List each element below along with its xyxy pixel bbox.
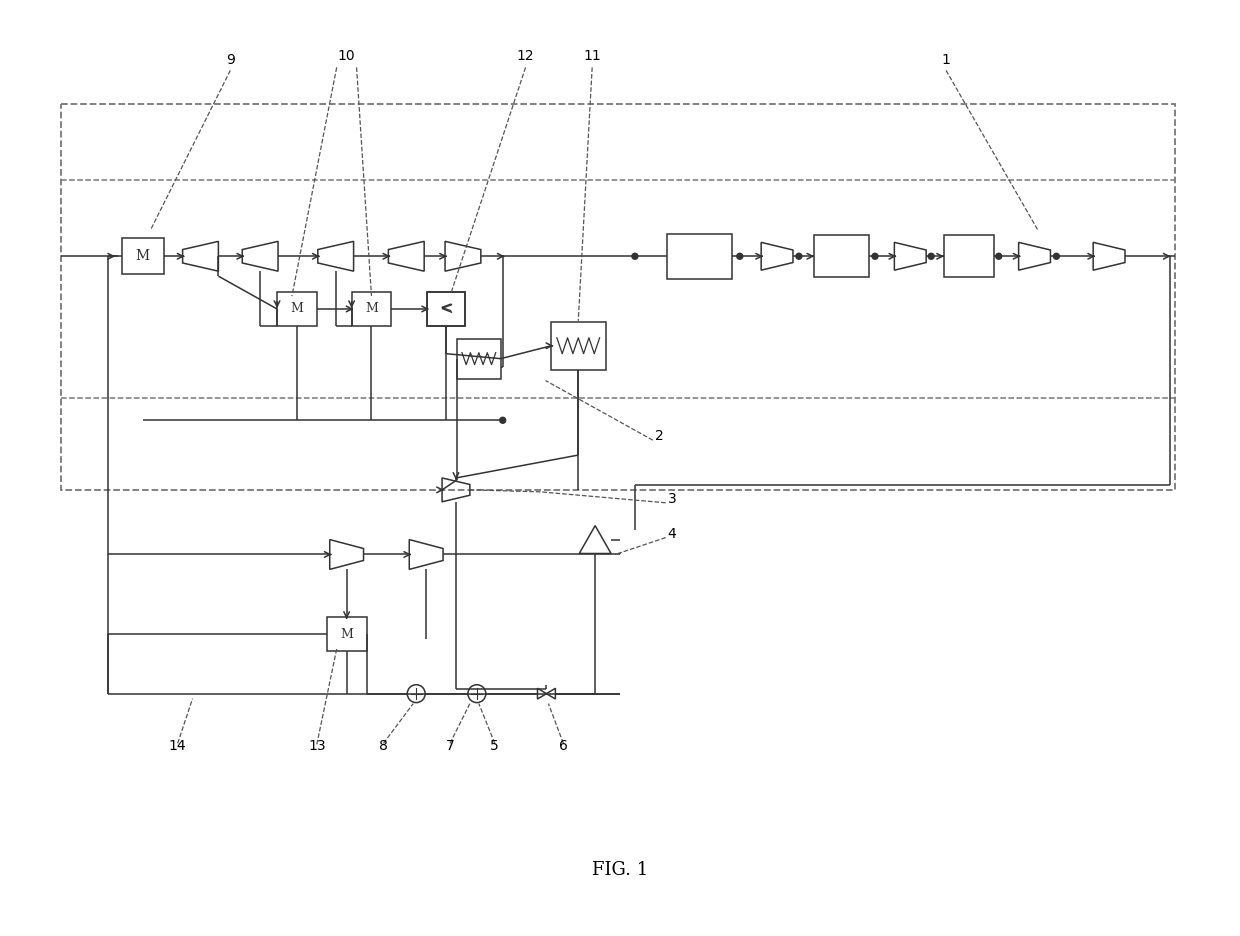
Text: M: M xyxy=(136,249,150,263)
Circle shape xyxy=(737,254,743,259)
Text: 6: 6 xyxy=(559,739,568,753)
Text: 4: 4 xyxy=(667,527,677,541)
Circle shape xyxy=(929,254,934,259)
Text: M: M xyxy=(365,302,378,315)
Circle shape xyxy=(500,417,506,423)
Text: 3: 3 xyxy=(667,491,677,505)
Circle shape xyxy=(996,254,1002,259)
Text: FIG. 1: FIG. 1 xyxy=(591,860,649,879)
Text: 5: 5 xyxy=(490,739,500,753)
Circle shape xyxy=(1054,254,1059,259)
Text: 2: 2 xyxy=(655,430,663,443)
Text: M: M xyxy=(340,627,353,640)
Text: <: < xyxy=(439,300,453,318)
Circle shape xyxy=(872,254,878,259)
Text: 9: 9 xyxy=(226,53,234,67)
Text: 7: 7 xyxy=(445,739,454,753)
Circle shape xyxy=(796,254,802,259)
Text: 8: 8 xyxy=(379,739,388,753)
Circle shape xyxy=(632,254,637,259)
Text: <: < xyxy=(440,302,453,316)
Text: 14: 14 xyxy=(169,739,186,753)
Text: 10: 10 xyxy=(337,50,356,64)
Text: 11: 11 xyxy=(583,50,601,64)
Text: 13: 13 xyxy=(308,739,326,753)
Text: 1: 1 xyxy=(941,53,951,67)
Text: M: M xyxy=(290,302,304,315)
Text: 12: 12 xyxy=(517,50,534,64)
